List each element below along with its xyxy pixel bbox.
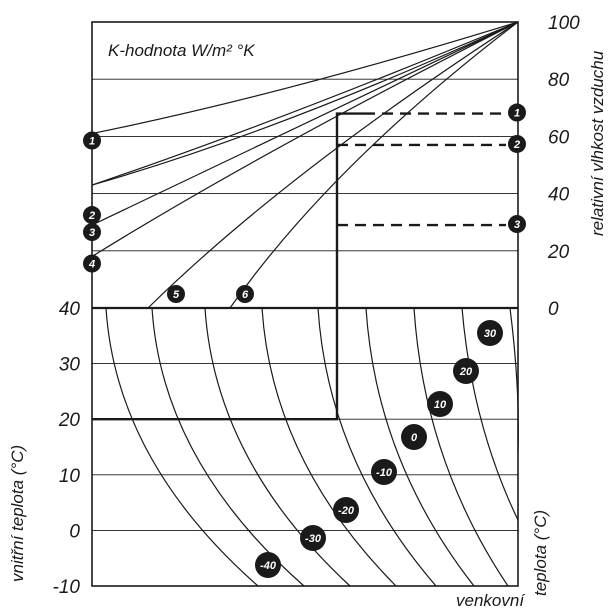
curve-badge-label: 4 — [88, 258, 95, 270]
curve-badge-label: 6 — [242, 289, 249, 301]
humidity-tick-label: 20 — [547, 242, 570, 263]
outdoor-axis-unit: teplota (°C) — [531, 510, 550, 596]
curve-badge — [508, 215, 526, 234]
curve-badge — [453, 358, 479, 384]
curve-badge — [508, 103, 526, 122]
curve-badge-label: 1 — [514, 107, 520, 119]
k-value-label: K-hodnota W/m² °K — [108, 41, 255, 60]
temperature-tick-label: 30 — [59, 355, 81, 376]
humidity-tick-label: 80 — [548, 70, 570, 91]
example-reading-line — [92, 112, 364, 421]
curve-badge — [83, 254, 101, 273]
k-curve — [91, 21, 519, 258]
indoor-axis-label: vnitřní teplota (°C) — [8, 445, 27, 582]
curve-badge-label: 20 — [459, 366, 473, 378]
outdoor-axis-word: venkovní — [456, 591, 526, 610]
curve-badge — [333, 497, 359, 523]
k-curve — [91, 21, 519, 135]
humidity-tick-label: 40 — [548, 185, 570, 206]
curve-badge-label: -10 — [376, 467, 393, 479]
curve-badge-label: -30 — [305, 533, 322, 545]
humidity-tick-labels: 100 80 60 40 20 0 — [547, 13, 580, 320]
chart-frame — [91, 21, 519, 587]
curve-badge — [300, 525, 326, 551]
temperature-tick-label: 10 — [59, 466, 81, 487]
temperature-tick-labels: 40 30 20 10 0 -10 — [53, 299, 81, 598]
curve-badge-label: 10 — [434, 399, 447, 411]
curve-badge-label: 0 — [411, 432, 418, 444]
temperature-tick-label: -10 — [53, 577, 81, 598]
curve-badge-label: 3 — [514, 219, 520, 231]
humidity-dashed-levels — [337, 112, 506, 227]
curve-badge — [508, 134, 526, 153]
humidity-tick-label: 0 — [548, 299, 559, 320]
temperature-curve — [413, 307, 509, 587]
outdoor-temperature-curves — [105, 307, 519, 587]
curve-badge — [477, 320, 503, 346]
curve-badge — [83, 131, 101, 150]
humidity-axis-label: relativní vlhkost vzduchu — [588, 50, 607, 236]
temperature-curve — [317, 307, 437, 587]
temperature-tick-label: 20 — [58, 410, 81, 431]
curve-badge — [236, 285, 254, 303]
curve-badge — [401, 424, 427, 450]
example-path — [92, 112, 364, 421]
curve-badge-label: 2 — [88, 210, 95, 222]
temperature-curve — [151, 307, 305, 587]
temperature-tick-label: 40 — [59, 299, 81, 320]
curve-badges: 1 2 3 4 5 6 30 20 10 0 -10 -20 -30 -40 1 2 3 — [83, 103, 526, 578]
k-curve — [91, 21, 519, 186]
humidity-tick-label: 60 — [548, 127, 570, 148]
curve-badge-label: -20 — [338, 505, 355, 517]
curve-badge — [167, 285, 185, 303]
temperature-curve — [204, 307, 351, 587]
k-curve — [229, 21, 519, 309]
temperature-curve — [261, 307, 397, 587]
curve-badge — [427, 391, 453, 417]
curve-badge-label: 1 — [89, 136, 95, 148]
curve-badge-label: 3 — [89, 227, 95, 239]
curve-badge-label: -40 — [260, 560, 277, 572]
k-value-curves — [91, 21, 519, 309]
k-curve — [91, 21, 519, 226]
k-curve — [91, 21, 519, 186]
k-curve — [147, 21, 519, 309]
curve-badge-label: 2 — [513, 139, 520, 151]
curve-badge — [371, 459, 397, 485]
curve-badge — [255, 552, 281, 578]
curve-badge-label: 30 — [484, 328, 497, 340]
temperature-curve — [509, 307, 519, 453]
curve-badge-label: 5 — [173, 289, 180, 301]
humidity-tick-label: 100 — [548, 13, 580, 34]
temperature-curve — [105, 307, 259, 587]
temperature-curve — [365, 307, 475, 587]
temperature-gridlines — [92, 363, 518, 531]
temperature-curve — [461, 307, 519, 521]
temperature-tick-label: 0 — [69, 521, 80, 542]
curve-badge — [83, 206, 101, 225]
curve-badge — [83, 223, 101, 242]
